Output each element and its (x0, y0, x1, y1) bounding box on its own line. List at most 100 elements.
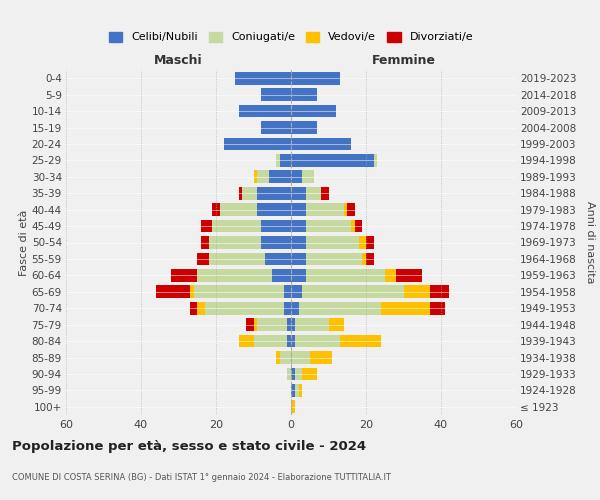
Bar (295, 318, 329, 331)
Bar (171, 269, 197, 282)
Bar (242, 187, 257, 200)
Bar (201, 236, 209, 249)
Bar (261, 88, 291, 101)
Bar (291, 187, 306, 200)
Bar (291, 88, 317, 101)
Bar (197, 302, 205, 314)
Bar (287, 318, 291, 331)
Text: Maschi: Maschi (154, 54, 203, 66)
Bar (291, 203, 306, 216)
Bar (291, 121, 317, 134)
Bar (381, 302, 430, 314)
Bar (261, 220, 291, 232)
Bar (329, 318, 343, 331)
Bar (321, 187, 329, 200)
Bar (156, 286, 190, 298)
Legend: Celibi/Nubili, Coniugati/e, Vedovi/e, Divorziati/e: Celibi/Nubili, Coniugati/e, Vedovi/e, Di… (104, 28, 478, 47)
Bar (291, 286, 302, 298)
Bar (366, 236, 373, 249)
Bar (347, 203, 355, 216)
Bar (291, 269, 306, 282)
Bar (291, 252, 306, 266)
Bar (235, 72, 291, 85)
Bar (291, 72, 340, 85)
Text: Femmine: Femmine (371, 54, 436, 66)
Bar (239, 104, 291, 118)
Bar (306, 187, 321, 200)
Bar (272, 269, 291, 282)
Bar (306, 269, 385, 282)
Bar (254, 318, 257, 331)
Bar (276, 351, 280, 364)
Bar (295, 334, 340, 347)
Bar (366, 252, 373, 266)
Bar (261, 236, 291, 249)
Bar (306, 203, 343, 216)
Bar (209, 252, 265, 266)
Bar (355, 220, 362, 232)
Bar (212, 203, 220, 216)
Bar (284, 286, 291, 298)
Bar (280, 351, 291, 364)
Bar (310, 351, 332, 364)
Bar (362, 252, 366, 266)
Bar (351, 220, 355, 232)
Bar (291, 302, 299, 314)
Bar (291, 334, 295, 347)
Bar (291, 236, 306, 249)
Bar (291, 384, 295, 397)
Bar (190, 286, 193, 298)
Bar (385, 269, 396, 282)
Bar (302, 170, 314, 183)
Bar (287, 368, 291, 380)
Bar (291, 318, 295, 331)
Bar (284, 302, 291, 314)
Bar (404, 286, 430, 298)
Bar (396, 269, 422, 282)
Bar (193, 286, 284, 298)
Bar (291, 220, 306, 232)
Bar (291, 138, 351, 150)
Bar (430, 302, 445, 314)
Bar (295, 384, 299, 397)
Text: COMUNE DI COSTA SERINA (BG) - Dati ISTAT 1° gennaio 2024 - Elaborazione TUTTITAL: COMUNE DI COSTA SERINA (BG) - Dati ISTAT… (12, 472, 391, 482)
Bar (209, 236, 261, 249)
Bar (265, 252, 291, 266)
Bar (246, 318, 254, 331)
Bar (257, 318, 287, 331)
Bar (257, 203, 291, 216)
Bar (302, 286, 404, 298)
Bar (190, 302, 197, 314)
Bar (220, 203, 257, 216)
Bar (201, 220, 212, 232)
Bar (291, 104, 336, 118)
Bar (280, 154, 291, 167)
Bar (269, 170, 291, 183)
Bar (291, 154, 373, 167)
Bar (197, 252, 209, 266)
Bar (287, 334, 291, 347)
Bar (340, 334, 381, 347)
Bar (359, 236, 366, 249)
Bar (212, 220, 261, 232)
Bar (197, 269, 272, 282)
Bar (306, 252, 362, 266)
Bar (257, 187, 291, 200)
Bar (291, 170, 302, 183)
Bar (306, 220, 351, 232)
Bar (295, 368, 302, 380)
Bar (291, 368, 295, 380)
Bar (373, 154, 377, 167)
Bar (299, 302, 381, 314)
Bar (239, 187, 242, 200)
Bar (291, 400, 295, 413)
Y-axis label: Fasce di età: Fasce di età (19, 210, 29, 276)
Bar (223, 138, 291, 150)
Bar (306, 236, 359, 249)
Bar (261, 121, 291, 134)
Bar (205, 302, 284, 314)
Bar (254, 170, 257, 183)
Bar (239, 334, 254, 347)
Bar (430, 286, 449, 298)
Bar (276, 154, 280, 167)
